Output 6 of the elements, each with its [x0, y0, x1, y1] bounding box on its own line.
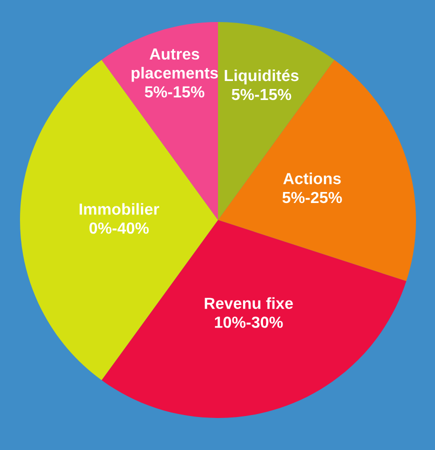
slice-label: Revenu fixe 10%-30%: [204, 297, 293, 328]
pie-slice: [218, 60, 416, 282]
slice-label: Actions 5%-25%: [282, 172, 342, 204]
slice-label: Liquidités 5%-15%: [224, 69, 298, 100]
slice-label: Autres placements 5%-15%: [132, 48, 218, 98]
slice-label: Immobilier 0%-40%: [80, 203, 160, 234]
